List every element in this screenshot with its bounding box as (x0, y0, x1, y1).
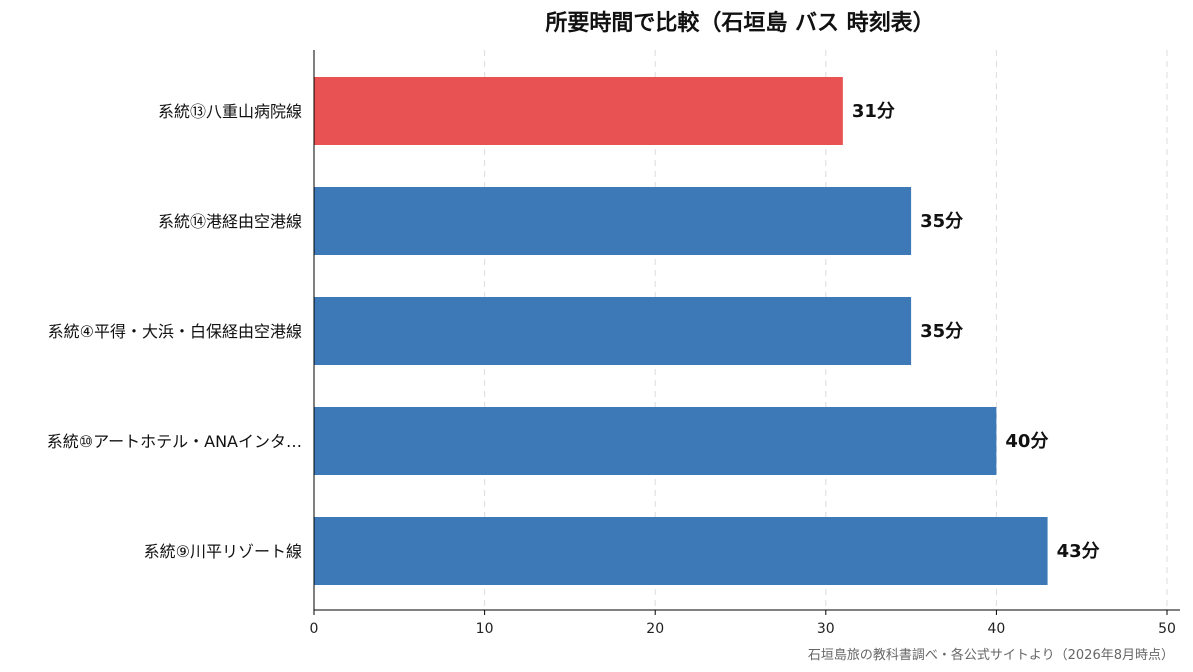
axes (313, 50, 1180, 615)
bar-1 (314, 187, 912, 255)
value-label-3: 40分 (1005, 431, 1048, 452)
category-label-0: 系統⑬八重山病院線 (158, 102, 302, 121)
x-tick-label-30: 30 (817, 621, 835, 637)
chart-title: 所要時間で比較（石垣島 バス 時刻表） (545, 10, 934, 36)
x-tick-label-10: 10 (476, 621, 494, 637)
value-label-2: 35分 (920, 321, 963, 342)
x-tick-labels: 0 10 20 30 40 50 (310, 621, 1176, 637)
category-label-3: 系統⑩アートホテル・ANAインタ… (47, 432, 302, 451)
x-tick-label-0: 0 (310, 621, 319, 637)
category-labels: 系統⑬八重山病院線系統⑭港経由空港線系統④平得・大浜・白保経由空港線系統⑩アート… (47, 102, 302, 561)
x-tick-label-40: 40 (987, 621, 1005, 637)
bars (314, 77, 1048, 585)
category-label-4: 系統⑨川平リゾート線 (144, 542, 302, 561)
bar-3 (314, 407, 997, 475)
bar-0 (314, 77, 843, 145)
x-tick-label-50: 50 (1158, 621, 1176, 637)
value-label-0: 31分 (852, 101, 895, 122)
bar-2 (314, 297, 912, 365)
source-note: 石垣島旅の教科書調べ・各公式サイトより（2026年8月時点） (808, 647, 1174, 663)
bar-4 (314, 517, 1048, 585)
category-label-1: 系統⑭港経由空港線 (158, 212, 302, 231)
x-tick-label-20: 20 (646, 621, 664, 637)
category-label-2: 系統④平得・大浜・白保経由空港線 (48, 322, 302, 341)
value-label-1: 35分 (920, 211, 963, 232)
value-label-4: 43分 (1057, 541, 1100, 562)
value-labels: 31分 35分 35分 40分 43分 (852, 101, 1100, 562)
